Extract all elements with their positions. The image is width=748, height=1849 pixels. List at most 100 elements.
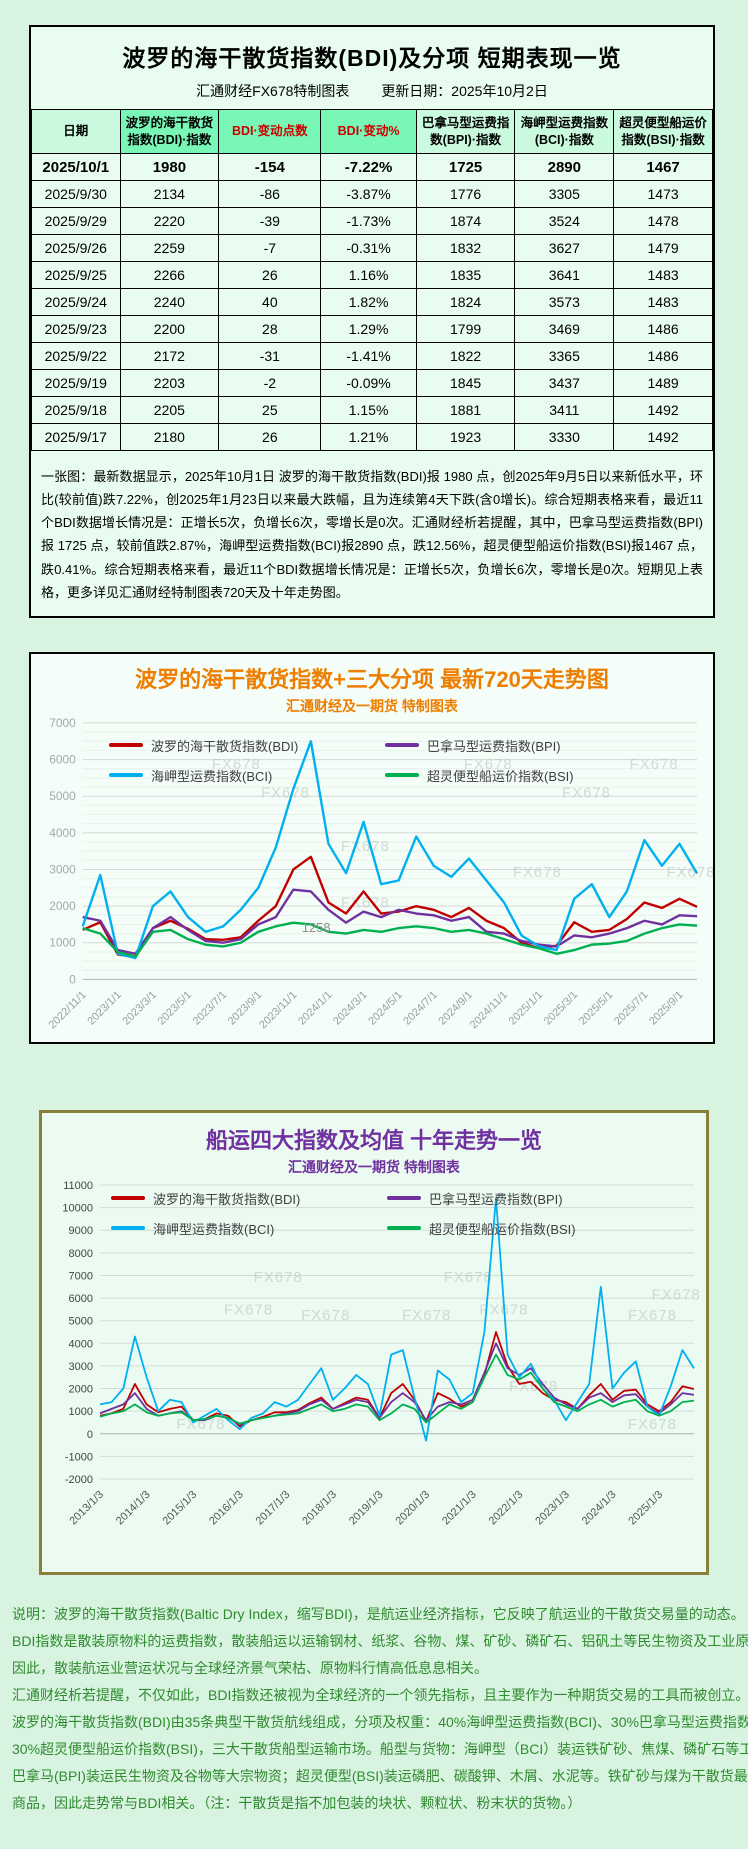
chart-canvas: -2000 -1000 0 1000 2000 3000 4000 5000 6000 7000 8… — [62, 1180, 699, 1527]
table-cell: 3305 — [514, 180, 615, 208]
watermark: FX678 — [513, 865, 562, 881]
chart2-title: 船运四大指数及均值 十年走势一览 — [205, 1127, 543, 1153]
table-cell: 1980 — [119, 153, 220, 181]
table-cell: 2025/10/1 — [31, 153, 121, 181]
table-cell: 1881 — [415, 396, 516, 424]
legend-item: 超灵便型船运价指数(BSI) — [387, 1219, 637, 1238]
y-tick-label: 2000 — [49, 899, 76, 913]
explanation-notes: 说明：波罗的海干散货指数(Baltic Dry Index，缩写BDI)，是航运… — [12, 1601, 748, 1817]
y-tick-label: -2000 — [65, 1474, 93, 1486]
data-annotation: 1258 — [302, 920, 331, 935]
watermark: FX678 — [341, 839, 390, 855]
note-line: 30%超灵便型船运价指数(BSI)，三大干散货船型运输市场。船型与货物：海岬型（… — [12, 1740, 748, 1757]
x-tick-label: 2013/1/3 — [67, 1488, 106, 1527]
table-cell: 2180 — [119, 423, 220, 451]
watermark: FX678 — [402, 1307, 451, 1324]
table-cell: 2266 — [119, 261, 220, 289]
table-row: 2025/10/1 1980 -154 -7.22% 1725 2890 1467 — [31, 153, 713, 181]
table-cell: 2025/9/22 — [31, 342, 121, 370]
legend-row: 海岬型运费指数(BCI) 超灵便型船运价指数(BSI) — [109, 766, 635, 785]
note-line: 商品，因此走势常与BDI相关。（注：干散货是指不加包装的块状、颗粒状、粉末状的货… — [12, 1794, 582, 1811]
y-tick-label: 5000 — [49, 789, 76, 803]
x-tick-label: 2023/3/1 — [120, 989, 159, 1028]
table-row: 2025/9/24 2240 40 1.82% 1824 3573 1483 — [31, 288, 713, 316]
legend-item: 巴拿马型运费指数(BPI) — [387, 1189, 637, 1208]
table-cell: -1.73% — [320, 207, 417, 235]
y-tick-label: 9000 — [69, 1225, 93, 1237]
chart2-subtitle: 汇通财经及一期货 特制图表 — [288, 1158, 460, 1175]
legend-item: 超灵便型船运价指数(BSI) — [385, 766, 635, 785]
table-cell: 26 — [218, 261, 322, 289]
legend-label: 海岬型运费指数(BCI) — [151, 768, 273, 784]
y-tick-label: 4000 — [69, 1338, 93, 1350]
x-tick-label: 2016/1/3 — [207, 1488, 246, 1527]
y-tick-label: 2000 — [69, 1383, 93, 1395]
header-bpi-index: 巴拿马型运费指数(BPI)·指数 — [415, 109, 516, 154]
bdi-table-body: 2025/10/1 1980 -154 -7.22% 1725 2890 1467 2025/… — [31, 153, 713, 451]
table-cell: 1923 — [415, 423, 516, 451]
bdi-short-term-panel: 波罗的海干散货指数(BDI)及分项 短期表现一览 汇通财经FX678特制图表 更… — [29, 25, 715, 618]
table-row: 2025/9/29 2220 -39 -1.73% 1874 3524 1478 — [31, 207, 713, 235]
table-cell: 3524 — [514, 207, 615, 235]
legend-row: 波罗的海干散货指数(BDI) 巴拿马型运费指数(BPI) — [109, 736, 635, 755]
table-cell: 2025/9/17 — [31, 423, 121, 451]
table-cell: 1822 — [415, 342, 516, 370]
watermark: FX678 — [261, 785, 310, 801]
table-cell: 3330 — [514, 423, 615, 451]
watermark: FX678 — [224, 1301, 273, 1318]
x-tick-label: 2025/1/1 — [507, 989, 546, 1028]
x-tick-label: 2023/7/1 — [191, 989, 230, 1028]
series-line — [82, 888, 698, 955]
table-cell: 1.15% — [320, 396, 417, 424]
watermark: FX678 — [212, 757, 261, 773]
y-tick-label: -1000 — [65, 1451, 93, 1463]
table-cell: 25 — [218, 396, 322, 424]
table-cell: 2025/9/26 — [31, 234, 121, 262]
table-cell: -3.87% — [320, 180, 417, 208]
x-tick-label: 2024/3/1 — [331, 989, 370, 1028]
table-row: 2025/9/25 2266 26 1.16% 1835 3641 1483 — [31, 261, 713, 289]
table-cell: 1835 — [415, 261, 516, 289]
table-cell: 40 — [218, 288, 322, 316]
chart1-subtitle: 汇通财经及一期货 特制图表 — [286, 697, 458, 714]
x-tick-label: 2014/1/3 — [114, 1488, 153, 1527]
update-date-label: 更新日期：2025年10月2日 — [381, 83, 548, 99]
watermark: FX678 — [464, 757, 513, 773]
table-cell: 2025/9/29 — [31, 207, 121, 235]
header-date: 日期 — [31, 109, 121, 154]
x-tick-label: 2023/5/1 — [156, 989, 195, 1028]
y-tick-label: 8000 — [69, 1248, 93, 1260]
legend-label: 超灵便型船运价指数(BSI) — [429, 1221, 576, 1237]
table-cell: 2220 — [119, 207, 220, 235]
table-header-row: 日期 波罗的海干散货指数(BDI)·指数 BDI·变动点数 BDI·变动% 巴拿… — [31, 109, 713, 154]
x-tick-label: 2023/11/1 — [257, 989, 299, 1031]
table-cell: 1478 — [613, 207, 713, 235]
x-tick-label: 2018/1/3 — [300, 1488, 339, 1527]
y-tick-label: 7000 — [69, 1270, 93, 1282]
x-tick-label: 2021/1/3 — [440, 1488, 479, 1527]
header-bci-index: 海岬型运费指数(BCI)·指数 — [514, 109, 615, 154]
x-tick-label: 2019/1/3 — [347, 1488, 386, 1527]
table-cell: 1479 — [613, 234, 713, 262]
x-tick-label: 2023/1/3 — [533, 1488, 572, 1527]
legend-label: 超灵便型船运价指数(BSI) — [427, 768, 574, 784]
table-cell: 26 — [218, 423, 322, 451]
legend-label: 海岬型运费指数(BCI) — [153, 1221, 275, 1237]
table-cell: 1832 — [415, 234, 516, 262]
x-tick-label: 2025/7/1 — [612, 989, 651, 1028]
table-row: 2025/9/19 2203 -2 -0.09% 1845 3437 1489 — [31, 369, 713, 397]
chart1-plot-area: 波罗的海干散货指数(BDI) 巴拿马型运费指数(BPI) 海岬型运费指数(BCI) 超… — [31, 716, 715, 1046]
table-cell: 3411 — [514, 396, 615, 424]
legend-label: 巴拿马型运费指数(BPI) — [429, 1191, 563, 1207]
chart2-plot-area: 波罗的海干散货指数(BDI) 巴拿马型运费指数(BPI) 海岬型运费指数(BCI) 超… — [42, 1177, 706, 1565]
note-line: 波罗的海干散货指数(BDI)由35条典型干散货航线组成，分项及权重：40%海岬型… — [12, 1713, 748, 1730]
table-cell: -154 — [218, 153, 322, 181]
y-tick-label: 0 — [87, 1429, 93, 1441]
note-line: BDI指数是散装原物料的运费指数，散装船运以运输钢材、纸浆、谷物、煤、矿砂、磷矿… — [12, 1632, 748, 1649]
note-line: 汇通财经析若提醒，不仅如此，BDI指数还被视为全球经济的一个领先指标，且主要作为… — [12, 1686, 748, 1703]
table-cell: 3469 — [514, 315, 615, 343]
note-line: 巴拿马(BPI)装运民生物资及谷物等大宗物资；超灵便型(BSI)装运磷肥、碳酸钾… — [12, 1767, 748, 1784]
series-line — [82, 921, 698, 958]
watermark: FX678 — [628, 1416, 677, 1433]
table-cell: 2259 — [119, 234, 220, 262]
